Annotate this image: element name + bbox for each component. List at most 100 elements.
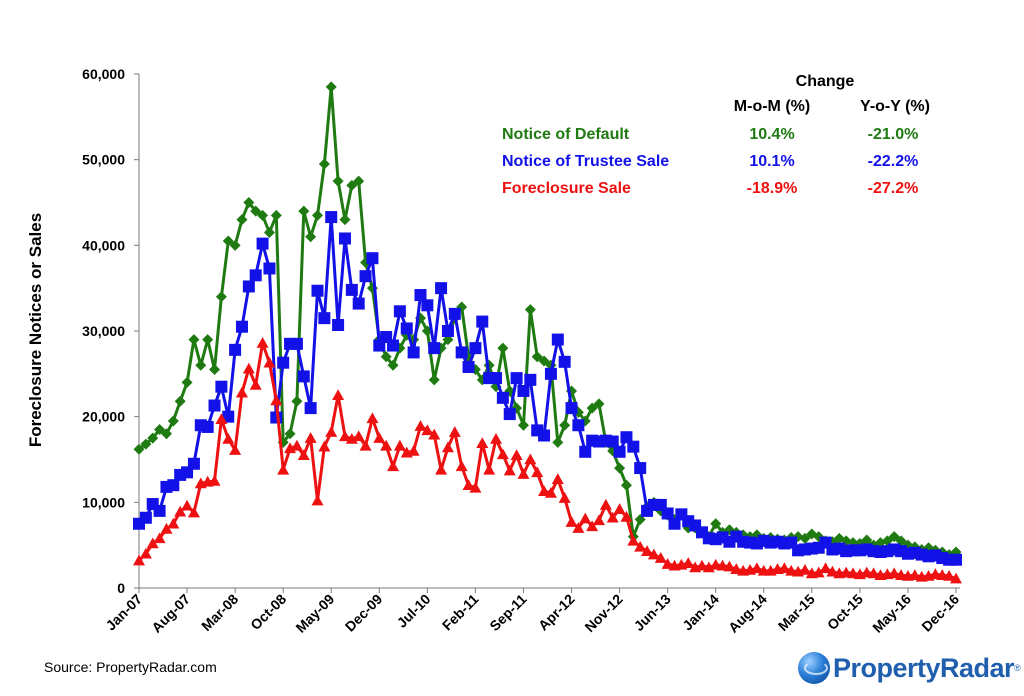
globe-icon bbox=[798, 652, 830, 684]
x-tick-label: Feb-11 bbox=[439, 591, 482, 634]
data-point bbox=[524, 453, 537, 465]
data-point bbox=[174, 395, 186, 407]
data-point bbox=[510, 372, 523, 385]
data-point bbox=[565, 516, 578, 527]
data-point bbox=[551, 333, 564, 346]
series-layer bbox=[133, 81, 962, 584]
y-tick-label: 60,000 bbox=[82, 66, 125, 82]
data-point bbox=[222, 235, 234, 247]
data-point bbox=[510, 449, 523, 461]
data-point bbox=[153, 532, 166, 544]
data-point bbox=[153, 504, 166, 517]
data-point bbox=[325, 426, 338, 437]
data-point bbox=[359, 270, 372, 283]
series-line bbox=[138, 215, 956, 562]
data-point bbox=[139, 547, 152, 559]
legend-row-default-yoy: -21.0% bbox=[868, 126, 919, 143]
logo-wordmark: PropertyRadar bbox=[833, 652, 1015, 683]
data-point bbox=[750, 562, 763, 574]
data-point bbox=[133, 554, 145, 566]
data-point bbox=[229, 239, 241, 251]
data-point bbox=[421, 299, 434, 312]
data-point bbox=[455, 460, 468, 472]
y-axis-label: Foreclosure Notices or Sales bbox=[26, 213, 45, 447]
data-point bbox=[284, 428, 296, 440]
data-point bbox=[627, 440, 640, 453]
x-tick-label: Apr-12 bbox=[535, 591, 578, 634]
propertyradar-logo: PropertyRadar ® bbox=[798, 650, 1021, 686]
data-point bbox=[380, 351, 392, 363]
data-point bbox=[634, 540, 647, 552]
data-point bbox=[647, 548, 660, 560]
data-point bbox=[586, 520, 599, 532]
data-point bbox=[544, 367, 557, 380]
data-point bbox=[167, 479, 180, 492]
x-tick-label: Oct-08 bbox=[247, 591, 289, 633]
data-point bbox=[167, 415, 179, 427]
data-point bbox=[387, 359, 399, 371]
data-point bbox=[222, 432, 235, 444]
data-point bbox=[414, 420, 427, 431]
x-tick-label: May-16 bbox=[869, 591, 914, 636]
data-point bbox=[270, 394, 283, 406]
data-point bbox=[538, 485, 551, 496]
data-point bbox=[503, 464, 516, 476]
table-col-yoy: Y-o-Y (%) bbox=[860, 98, 930, 115]
data-point bbox=[710, 518, 722, 530]
data-point bbox=[943, 570, 956, 581]
data-point bbox=[188, 334, 200, 346]
x-tick-label: Mar-08 bbox=[198, 591, 241, 634]
data-point bbox=[435, 282, 448, 295]
data-point bbox=[338, 232, 351, 245]
data-point bbox=[312, 209, 324, 221]
data-point bbox=[620, 431, 633, 444]
data-point bbox=[579, 512, 592, 524]
x-tick-label: Aug-07 bbox=[148, 591, 193, 636]
legend-row-foreclosure-mom: -18.9% bbox=[747, 180, 798, 197]
data-point bbox=[187, 457, 200, 470]
data-point bbox=[950, 553, 962, 566]
data-point bbox=[592, 514, 605, 526]
x-tick-label: Jan-14 bbox=[679, 591, 722, 634]
data-point bbox=[325, 211, 338, 224]
data-point bbox=[201, 420, 214, 433]
data-point bbox=[599, 498, 612, 510]
data-point bbox=[634, 462, 647, 475]
legend-row-default-name: Notice of Default bbox=[502, 126, 630, 143]
data-point bbox=[318, 312, 331, 325]
data-point bbox=[441, 325, 454, 337]
data-point bbox=[551, 473, 564, 485]
data-point bbox=[503, 408, 516, 421]
table-col-mom: M-o-M (%) bbox=[734, 98, 810, 115]
data-point bbox=[256, 336, 269, 348]
data-point bbox=[668, 517, 681, 530]
series-foreclosure-sale bbox=[133, 336, 962, 584]
data-point bbox=[428, 374, 440, 386]
data-point bbox=[812, 566, 825, 578]
data-point bbox=[888, 531, 900, 543]
data-point bbox=[428, 428, 441, 440]
data-point bbox=[654, 552, 667, 563]
y-tick-label: 50,000 bbox=[82, 152, 125, 168]
x-tick-labels: Jan-07 Aug-07 Mar-08 Oct-08 May-09 Dec-09 Jul-… bbox=[102, 591, 962, 636]
data-point bbox=[908, 569, 921, 580]
data-point bbox=[291, 395, 303, 407]
data-point bbox=[332, 389, 345, 401]
data-point bbox=[257, 209, 269, 221]
data-point bbox=[496, 448, 509, 460]
data-point bbox=[277, 463, 290, 475]
data-point bbox=[215, 291, 227, 303]
x-tick-label: Jun-13 bbox=[631, 591, 674, 634]
data-point bbox=[558, 355, 571, 368]
data-point bbox=[139, 511, 152, 524]
data-point bbox=[249, 269, 262, 282]
data-point bbox=[861, 534, 873, 546]
data-point bbox=[195, 359, 207, 371]
data-point bbox=[462, 360, 475, 373]
x-tick-label: Sep-11 bbox=[486, 591, 529, 634]
data-point bbox=[606, 435, 619, 448]
data-point bbox=[332, 319, 345, 332]
data-point bbox=[256, 237, 269, 250]
data-point bbox=[490, 372, 503, 385]
